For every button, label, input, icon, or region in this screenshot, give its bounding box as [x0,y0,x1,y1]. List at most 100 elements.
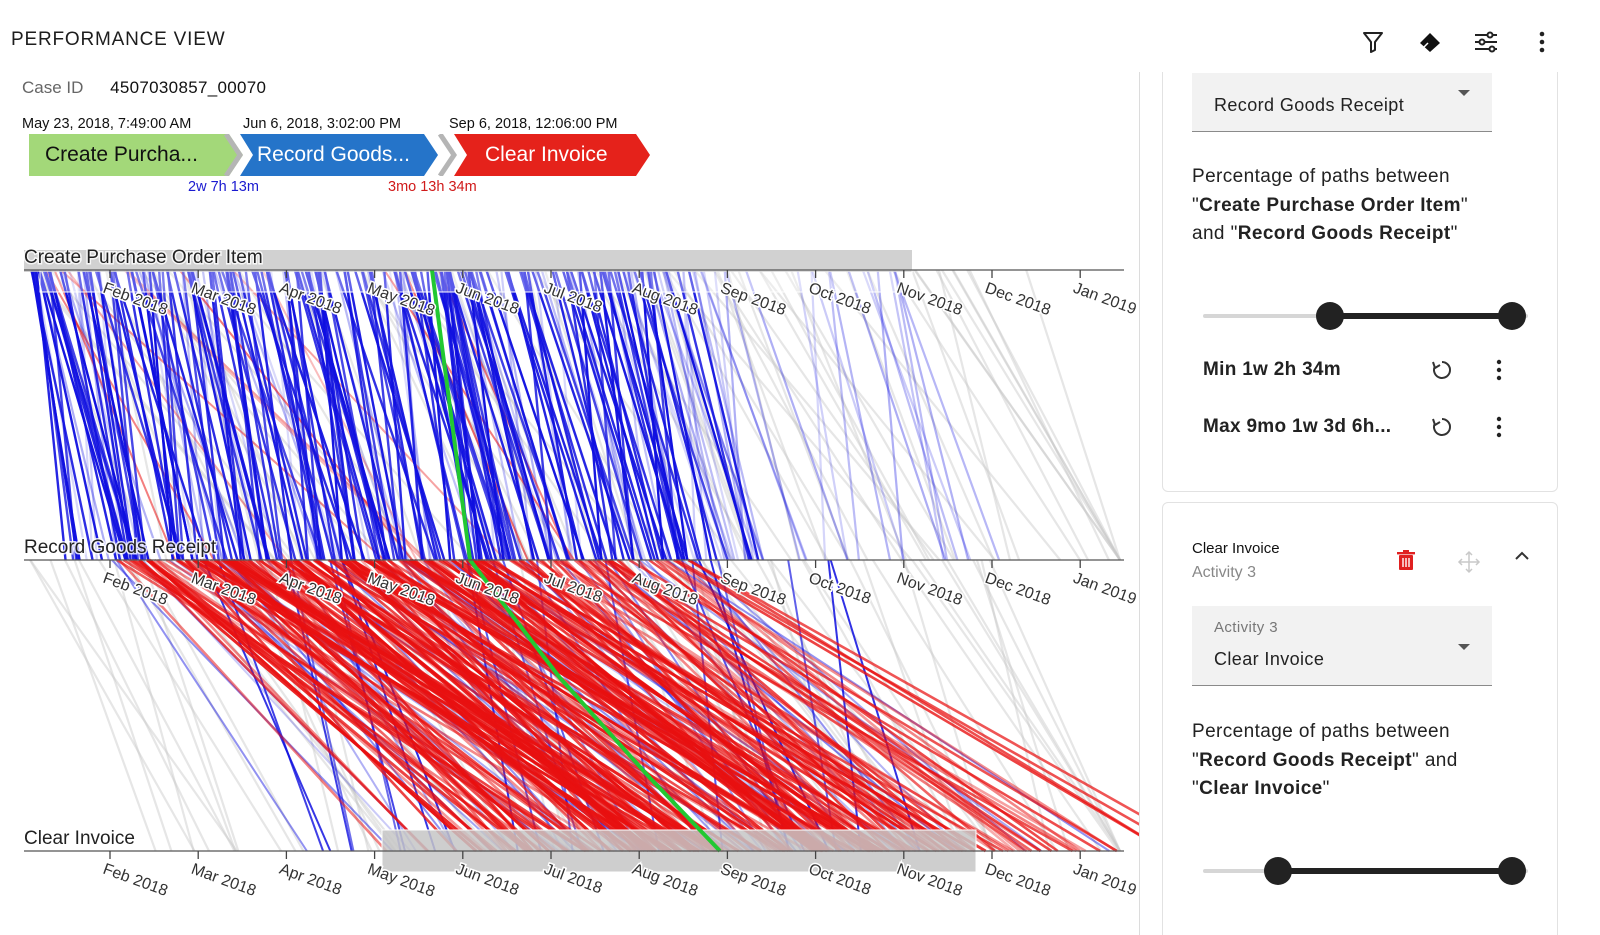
case-path-segment [184,558,494,853]
case-path-segment [623,269,723,561]
max-more-icon[interactable] [1486,414,1512,440]
case-path-segment [414,559,744,852]
case-path-segment [134,269,229,561]
case-path-segment [295,269,322,561]
case-path-segment [693,269,750,561]
collapse-chevron-icon[interactable] [1509,543,1535,569]
filter-icon[interactable] [1359,28,1387,56]
case-path-segment [236,559,373,852]
case-path-segment [427,558,814,853]
case-path-segment [666,269,913,561]
panel-divider [1139,72,1140,935]
case-path-segment [673,558,1140,838]
case-path-segment [712,269,869,561]
activity-select[interactable]: Activity 3 Clear Invoice [1192,606,1492,686]
case-path-segment [866,269,995,561]
case-path-segment [87,269,205,561]
case-path-segment [489,558,987,853]
case-path-segment [68,269,142,561]
case-path-segment [899,559,1102,852]
case-path-segment [810,269,827,561]
settings-panel: Record Goods Receipt Percentage of paths… [1140,72,1600,935]
activity-select-value: Clear Invoice [1214,649,1325,669]
percentage-range-slider[interactable] [1203,854,1528,888]
case-path-segment [968,269,1110,561]
case-path-segment [258,558,672,853]
case-path-segment [554,558,1074,853]
activity-card-title: Clear Invoice [1192,540,1280,557]
case-path-segment [398,269,424,561]
case-path-segment [126,269,180,561]
case-path-segment [682,269,697,561]
case-path-segment [113,269,175,561]
case-path-segment [64,559,210,852]
case-path-segment [700,269,807,561]
case-path-segment [151,269,317,561]
move-icon[interactable] [1456,549,1482,575]
case-path-segment [315,558,646,853]
performance-spectrum-chart[interactable]: Feb 2018 Mar 2018 Apr 2018 May 2018 Jun 2018… [0,78,1140,935]
case-path-segment [78,559,236,852]
case-path-segment [823,269,1062,561]
case-path-segment [284,558,632,853]
case-path-segment [223,558,719,853]
slider-thumb-min[interactable] [1315,302,1344,330]
case-path-segment [589,558,946,853]
case-path-segment [253,269,293,561]
min-more-icon[interactable] [1486,357,1512,383]
case-path-segment [687,558,1140,837]
case-path-segment [217,269,297,561]
case-path-segment [265,269,326,561]
case-path-segment [717,559,791,852]
activity-select[interactable]: Record Goods Receipt [1192,73,1492,132]
case-path-segment [260,269,324,561]
slider-thumb-max[interactable] [1497,857,1526,885]
case-path-segment [911,269,1021,561]
case-path-segment [448,269,517,561]
case-path-segment [580,269,673,561]
case-path-segment [113,559,195,852]
reset-min-icon[interactable] [1429,357,1455,383]
app-header: PERFORMANCE VIEW [0,0,1600,78]
case-path-segment [229,269,281,561]
case-path-segment [468,269,550,561]
delete-icon[interactable] [1393,547,1419,573]
case-path-segment [663,269,829,561]
case-path-segment [607,269,635,561]
case-path-segment [432,269,522,561]
case-path-segment [111,269,147,561]
case-path-segment [280,559,534,852]
slider-thumb-min[interactable] [1263,857,1292,885]
case-path-segment [643,269,752,561]
case-path-segment [672,269,851,561]
case-path-segment [862,559,966,852]
percentage-range-slider[interactable] [1203,299,1528,333]
case-path-segment [534,269,734,561]
case-path-segment [584,558,1077,853]
case-path-segment [292,558,612,853]
case-path-segment [871,559,1058,852]
case-path-segment [281,269,318,561]
case-path-segment [139,269,385,561]
case-path-segment [713,269,903,561]
eraser-icon[interactable] [1416,28,1444,56]
more-vert-icon[interactable] [1528,28,1556,56]
case-path-segment [73,559,173,852]
case-path-segment [88,269,135,561]
case-path-segment [49,559,157,852]
axis-tick-label: Jan 2019 [1071,280,1139,319]
case-path-segment [716,269,827,561]
case-path-segment [413,269,456,561]
slider-thumb-max[interactable] [1497,302,1526,330]
min-duration: Min 1w 2h 34m [1203,359,1341,380]
case-path-segment [137,269,245,561]
reset-max-icon[interactable] [1429,414,1455,440]
case-path-segment [480,558,938,853]
pct-and: and [1192,223,1225,244]
case-id: Case ID 4507030857_00070 [22,78,266,98]
case-path-segment [796,269,849,561]
case-path-segment [664,269,753,561]
case-path-segment [810,269,906,561]
step-1-timestamp: May 23, 2018, 7:49:00 AM [22,116,192,132]
tune-icon[interactable] [1472,28,1500,56]
